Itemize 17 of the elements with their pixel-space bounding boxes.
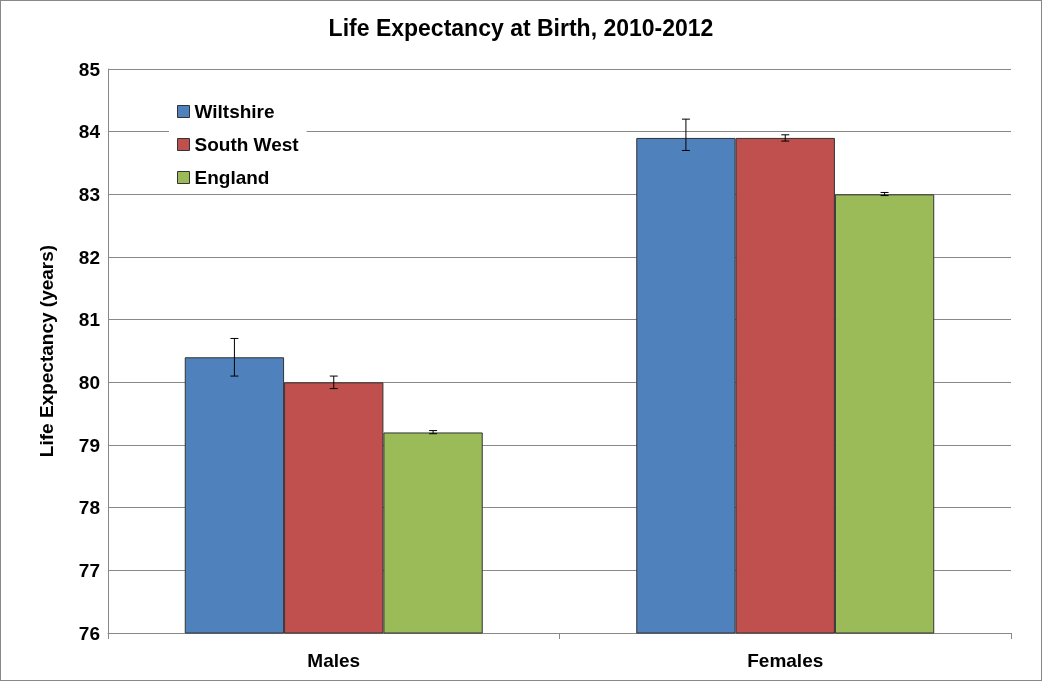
y-tick-label: 81 [78, 309, 101, 331]
y-axis-title: Life Expectancy (years) [36, 244, 57, 458]
y-tick-label: 78 [78, 497, 100, 519]
y-tick-label: 82 [78, 246, 100, 268]
x-tick-label: Females [747, 650, 824, 671]
legend-label: England [194, 167, 270, 188]
y-tick-label: 79 [78, 434, 100, 456]
y-tick-label: 80 [78, 371, 100, 393]
legend-label: Wiltshire [194, 101, 275, 122]
y-tick-label: 77 [78, 559, 100, 581]
y-tick-label: 84 [78, 121, 101, 143]
x-tick-label: Males [307, 650, 361, 671]
chart-title: Life Expectancy at Birth, 2010-2012 [328, 14, 714, 41]
y-tick-label: 83 [78, 183, 100, 205]
y-tick-label: 76 [78, 622, 100, 644]
legend-label: South West [194, 134, 300, 155]
y-tick-label: 85 [78, 58, 101, 80]
